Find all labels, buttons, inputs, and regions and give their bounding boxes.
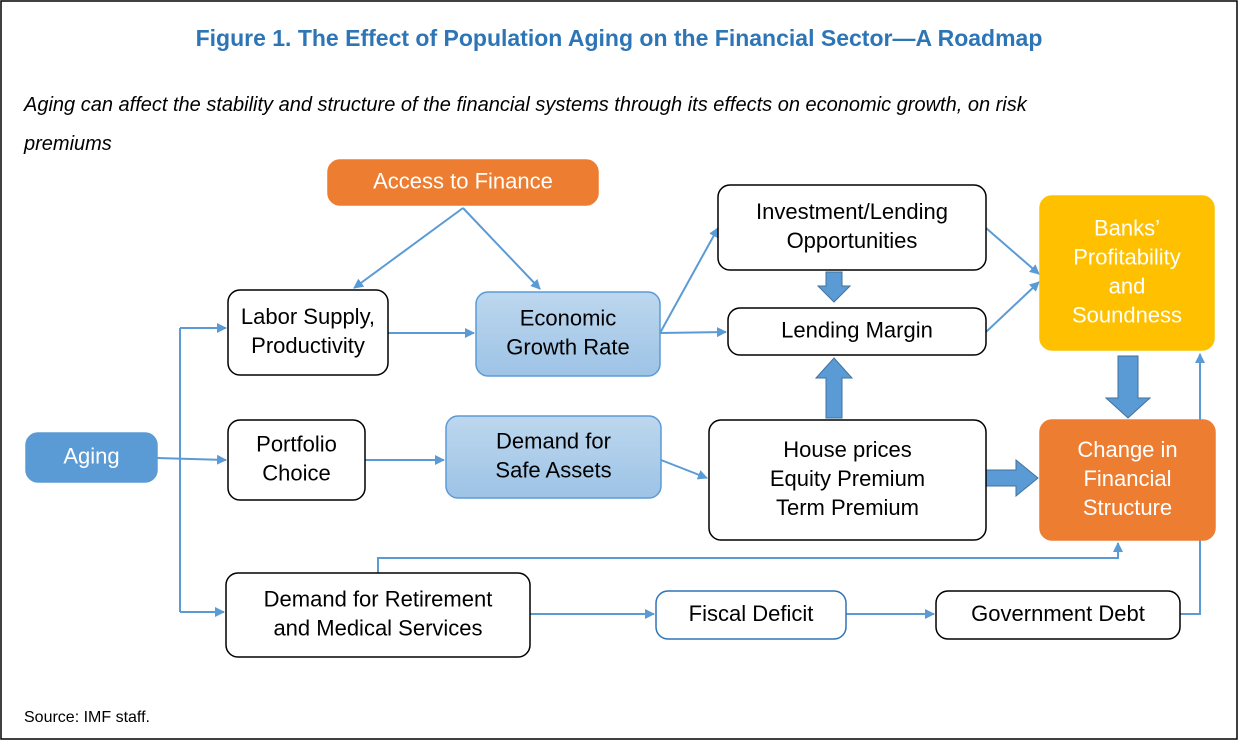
- node: Labor Supply, Productivity: [227, 289, 389, 376]
- node-label: Profitability: [1073, 244, 1181, 269]
- node-label: Demand for Retirement: [264, 586, 493, 611]
- node-box: [1039, 419, 1216, 541]
- node: Access to Finance: [327, 159, 599, 206]
- node-box: [445, 415, 662, 499]
- node-label: Financial: [1083, 466, 1171, 491]
- block-arrows: [814, 271, 1152, 498]
- node-label: Growth Rate: [506, 334, 630, 359]
- node-label: Opportunities: [787, 228, 918, 253]
- node-label: Soundness: [1072, 302, 1182, 327]
- node-label: Demand for: [496, 428, 611, 453]
- node-box: [935, 590, 1181, 640]
- node-label: Labor Supply,: [241, 304, 375, 329]
- node-label: Fiscal Deficit: [689, 601, 814, 626]
- node-label: Economic: [520, 305, 617, 330]
- node-box: [727, 307, 987, 356]
- node: Government Debt: [935, 590, 1181, 640]
- node-box: [227, 289, 389, 376]
- title: Figure 1. The Effect of Population Aging…: [196, 25, 1043, 51]
- node: Lending Margin: [727, 307, 987, 356]
- node-box: [655, 590, 847, 640]
- node-box: [25, 432, 158, 483]
- node-box: [475, 291, 661, 377]
- node: Investment/Lending Opportunities: [717, 184, 987, 271]
- node-label: House prices: [783, 437, 911, 462]
- node-label: Structure: [1083, 495, 1172, 520]
- node: Demand for Safe Assets: [445, 415, 662, 499]
- node-label: Aging: [63, 443, 119, 468]
- node: Change in Financial Structure: [1039, 419, 1216, 541]
- node-box: [717, 184, 987, 271]
- node: House prices Equity Premium Term Premium: [708, 419, 987, 541]
- node: Portfolio Choice: [227, 419, 366, 501]
- node: Banks’ Profitability and Soundness: [1039, 195, 1215, 351]
- node: Economic Growth Rate: [475, 291, 661, 377]
- node-label: Choice: [262, 460, 330, 485]
- node: Aging: [25, 432, 158, 483]
- node-label: Change in: [1077, 437, 1177, 462]
- node-box: [327, 159, 599, 206]
- node-label: Government Debt: [971, 601, 1145, 626]
- node-label: Investment/Lending: [756, 199, 948, 224]
- node-box: [227, 419, 366, 501]
- node-label: Lending Margin: [781, 317, 933, 342]
- connectors: [156, 207, 1205, 619]
- node: Demand for Retirement and Medical Service…: [225, 572, 531, 658]
- node-box: [708, 419, 987, 541]
- subtitle: premiums: [23, 133, 112, 155]
- subtitle: Aging can affect the stability and struc…: [23, 94, 1028, 116]
- node-box: [1039, 195, 1215, 351]
- node-box: [225, 572, 531, 658]
- node-label: and Medical Services: [273, 615, 482, 640]
- node-label: Productivity: [251, 333, 365, 358]
- source: Source: IMF staff.: [24, 709, 150, 726]
- node-label: Equity Premium: [770, 466, 925, 491]
- node-label: Banks’: [1094, 215, 1160, 240]
- node-label: Term Premium: [776, 495, 919, 520]
- node-label: and: [1109, 273, 1146, 298]
- node-label: Portfolio: [256, 431, 337, 456]
- node: Fiscal Deficit: [655, 590, 847, 640]
- node-label: Safe Assets: [495, 457, 611, 482]
- node-label: Access to Finance: [373, 168, 553, 193]
